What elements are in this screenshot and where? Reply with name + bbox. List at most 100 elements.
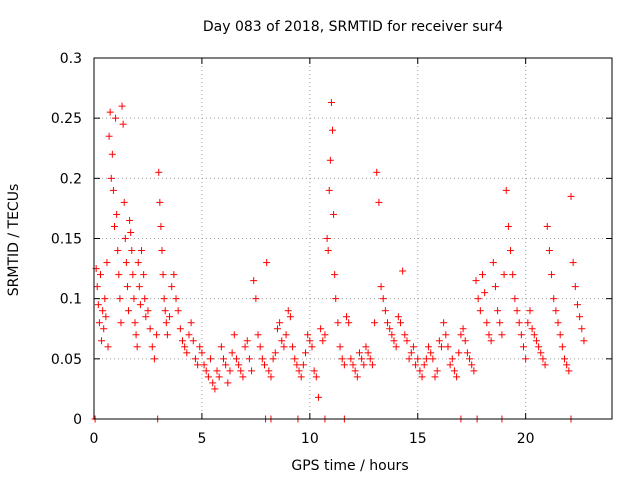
data-point: [107, 174, 115, 182]
data-point: [373, 168, 381, 176]
data-point: [228, 349, 236, 357]
data-point: [181, 343, 189, 351]
data-point: [437, 343, 445, 351]
data-point: [496, 319, 504, 327]
data-point: [427, 349, 435, 357]
data-point: [122, 259, 130, 267]
data-point: [513, 307, 521, 315]
data-point: [561, 355, 569, 363]
data-point: [269, 355, 277, 363]
data-point: [491, 283, 499, 291]
data-point: [129, 271, 137, 279]
data-point: [104, 343, 112, 351]
data-point: [384, 319, 392, 327]
data-point: [106, 108, 114, 116]
data-point: [230, 331, 238, 339]
y-tick-label: 0.15: [51, 232, 82, 248]
data-point: [530, 331, 538, 339]
data-point: [168, 283, 176, 291]
data-point: [263, 259, 271, 267]
data-point: [217, 343, 225, 351]
data-point: [276, 319, 284, 327]
data-point: [429, 355, 437, 363]
data-point: [94, 301, 102, 309]
data-point: [524, 319, 532, 327]
data-point: [150, 355, 158, 363]
data-point: [399, 267, 407, 275]
data-point: [381, 307, 389, 315]
data-point: [166, 313, 174, 321]
data-point: [485, 331, 493, 339]
data-point: [109, 186, 117, 194]
data-point: [187, 319, 195, 327]
data-point: [215, 373, 223, 381]
data-point: [261, 361, 269, 369]
data-point: [127, 228, 135, 236]
data-point: [172, 295, 180, 303]
data-point: [578, 325, 586, 333]
data-point: [479, 271, 486, 279]
data-point: [347, 355, 355, 363]
data-point: [327, 99, 335, 107]
data-point: [360, 361, 368, 369]
data-point: [222, 361, 230, 369]
data-point: [550, 295, 558, 303]
data-point: [157, 222, 165, 230]
data-point: [481, 289, 489, 297]
data-point: [119, 120, 127, 128]
data-point: [573, 301, 581, 309]
data-point: [144, 307, 152, 315]
data-point: [224, 379, 232, 387]
data-point: [377, 283, 385, 291]
data-point: [194, 361, 202, 369]
data-point: [336, 343, 344, 351]
data-point: [461, 337, 469, 345]
y-tick-label: 0.2: [60, 171, 82, 187]
data-point: [375, 198, 383, 206]
data-point: [537, 349, 545, 357]
data-point: [355, 349, 363, 357]
y-tick-label: 0: [73, 412, 82, 428]
data-point: [141, 295, 149, 303]
data-point: [105, 132, 113, 140]
x-tick-label: 0: [90, 431, 99, 447]
data-point: [103, 259, 111, 267]
data-point: [250, 277, 258, 285]
data-point: [319, 337, 327, 345]
data-point: [386, 325, 394, 333]
data-point: [254, 331, 262, 339]
data-point: [237, 367, 245, 375]
data-point: [100, 325, 108, 333]
data-point: [353, 373, 361, 381]
x-tick-label: 15: [409, 431, 427, 447]
data-point: [446, 361, 454, 369]
data-point: [459, 325, 467, 333]
data-point: [204, 373, 212, 381]
data-point: [278, 337, 286, 345]
data-point: [390, 337, 398, 345]
data-point: [520, 343, 528, 351]
data-point: [401, 331, 409, 339]
data-point: [118, 102, 126, 110]
data-point: [463, 349, 471, 357]
y-axis-label: SRMTID / TECUs: [6, 184, 22, 297]
data-point: [135, 283, 143, 291]
data-point: [539, 355, 547, 363]
data-point: [174, 307, 182, 315]
data-point: [113, 210, 121, 218]
x-tick-label: 10: [301, 431, 319, 447]
data-point: [541, 361, 549, 369]
data-point: [202, 367, 210, 375]
data-point: [286, 313, 294, 321]
data-point: [209, 379, 217, 387]
data-point: [535, 343, 543, 351]
data-point: [211, 385, 219, 393]
data-point: [394, 313, 402, 321]
data-point: [326, 156, 334, 164]
data-point: [396, 319, 404, 327]
data-point: [258, 355, 266, 363]
chart-title: Day 083 of 2018, SRMTID for receiver sur…: [203, 19, 503, 35]
data-point: [364, 349, 372, 357]
data-point: [345, 319, 353, 327]
data-point: [565, 367, 573, 375]
